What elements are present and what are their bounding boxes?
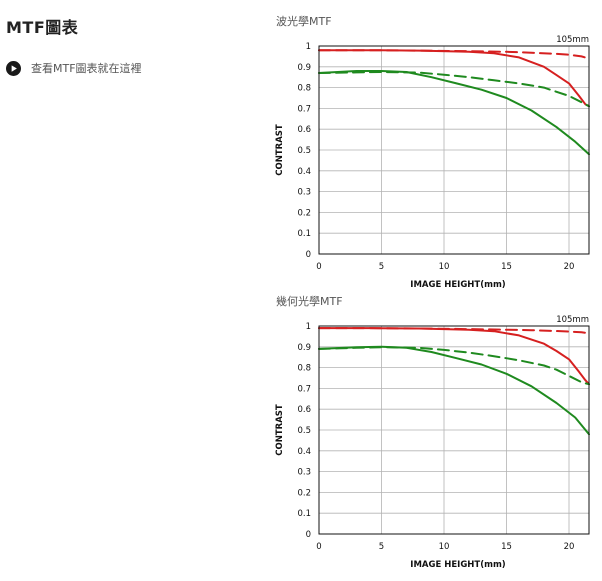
y-tick-label: 0.9 [297, 63, 311, 73]
chart-1-lens-label: 105mm [556, 35, 589, 45]
y-tick-label: 0.7 [297, 104, 311, 114]
series-line-green-dashed [318, 71, 590, 108]
y-tick-label: 0.1 [297, 229, 311, 239]
y-tick-label: 0.6 [297, 405, 311, 415]
series-line-green-dashed [318, 346, 590, 386]
x-tick-label: 15 [501, 262, 512, 272]
y-tick-label: 0 [306, 530, 311, 540]
y-tick-label: 0.3 [297, 468, 311, 478]
view-mtf-chart-link[interactable]: 查看MTF圖表就在這裡 [6, 60, 142, 76]
chart-1-xlabel: IMAGE HEIGHT(mm) [410, 280, 506, 290]
y-tick-label: 0.1 [297, 509, 311, 519]
y-tick-label: 0.8 [297, 84, 311, 94]
y-tick-label: 0.8 [297, 364, 311, 374]
x-tick-label: 20 [564, 262, 575, 272]
x-tick-label: 10 [439, 262, 450, 272]
series-line-red-solid [318, 327, 590, 386]
series-line-red-dashed [318, 49, 590, 60]
y-tick-label: 0.5 [297, 146, 311, 156]
y-tick-label: 0.6 [297, 125, 311, 135]
y-tick-label: 0.5 [297, 426, 311, 436]
y-tick-label: 0.3 [297, 188, 311, 198]
y-tick-label: 0.2 [297, 208, 311, 218]
y-tick-label: 0.9 [297, 343, 311, 353]
chart-2-ylabel: CONTRAST [275, 404, 285, 456]
series-line-red-dashed [318, 327, 590, 335]
chart-1-ylabel: CONTRAST [275, 124, 285, 176]
view-mtf-chart-label: 查看MTF圖表就在這裡 [31, 62, 142, 75]
mtf-chart-geometric-optics: 0 0.1 0.2 0.3 0.4 0.5 0.6 0.7 0.8 0.9 1 0 5 10 15 20 C… [275, 315, 590, 570]
plot-frame [318, 325, 590, 535]
plot-frame [318, 45, 590, 255]
y-tick-label: 0 [306, 250, 311, 260]
x-tick-label: 5 [379, 262, 384, 272]
page-title: MTF圖表 [6, 18, 79, 37]
y-tick-label: 1 [306, 322, 311, 332]
y-tick-label: 0.4 [297, 167, 311, 177]
x-tick-label: 15 [501, 542, 512, 552]
series-line-green-solid [318, 345, 590, 436]
series-line-green-solid [318, 70, 590, 156]
series-line-red-solid [318, 49, 590, 108]
play-circle-icon [6, 60, 21, 76]
y-tick-label: 0.4 [297, 447, 311, 457]
chart-2-title: 幾何光學MTF [276, 295, 343, 308]
y-tick-label: 1 [306, 42, 311, 52]
mtf-chart-wave-optics: 0 0.1 0.2 0.3 0.4 0.5 0.6 0.7 0.8 0.9 1 0 5 10 15 20 C… [275, 35, 590, 290]
chart-2-lens-label: 105mm [556, 315, 589, 325]
y-tick-label: 0.2 [297, 488, 311, 498]
x-tick-label: 0 [316, 542, 321, 552]
x-tick-label: 0 [316, 262, 321, 272]
chart-2-xlabel: IMAGE HEIGHT(mm) [410, 560, 506, 570]
x-tick-label: 10 [439, 542, 450, 552]
y-tick-label: 0.7 [297, 384, 311, 394]
x-tick-label: 20 [564, 542, 575, 552]
x-tick-label: 5 [379, 542, 384, 552]
chart-1-title: 波光學MTF [276, 15, 332, 28]
